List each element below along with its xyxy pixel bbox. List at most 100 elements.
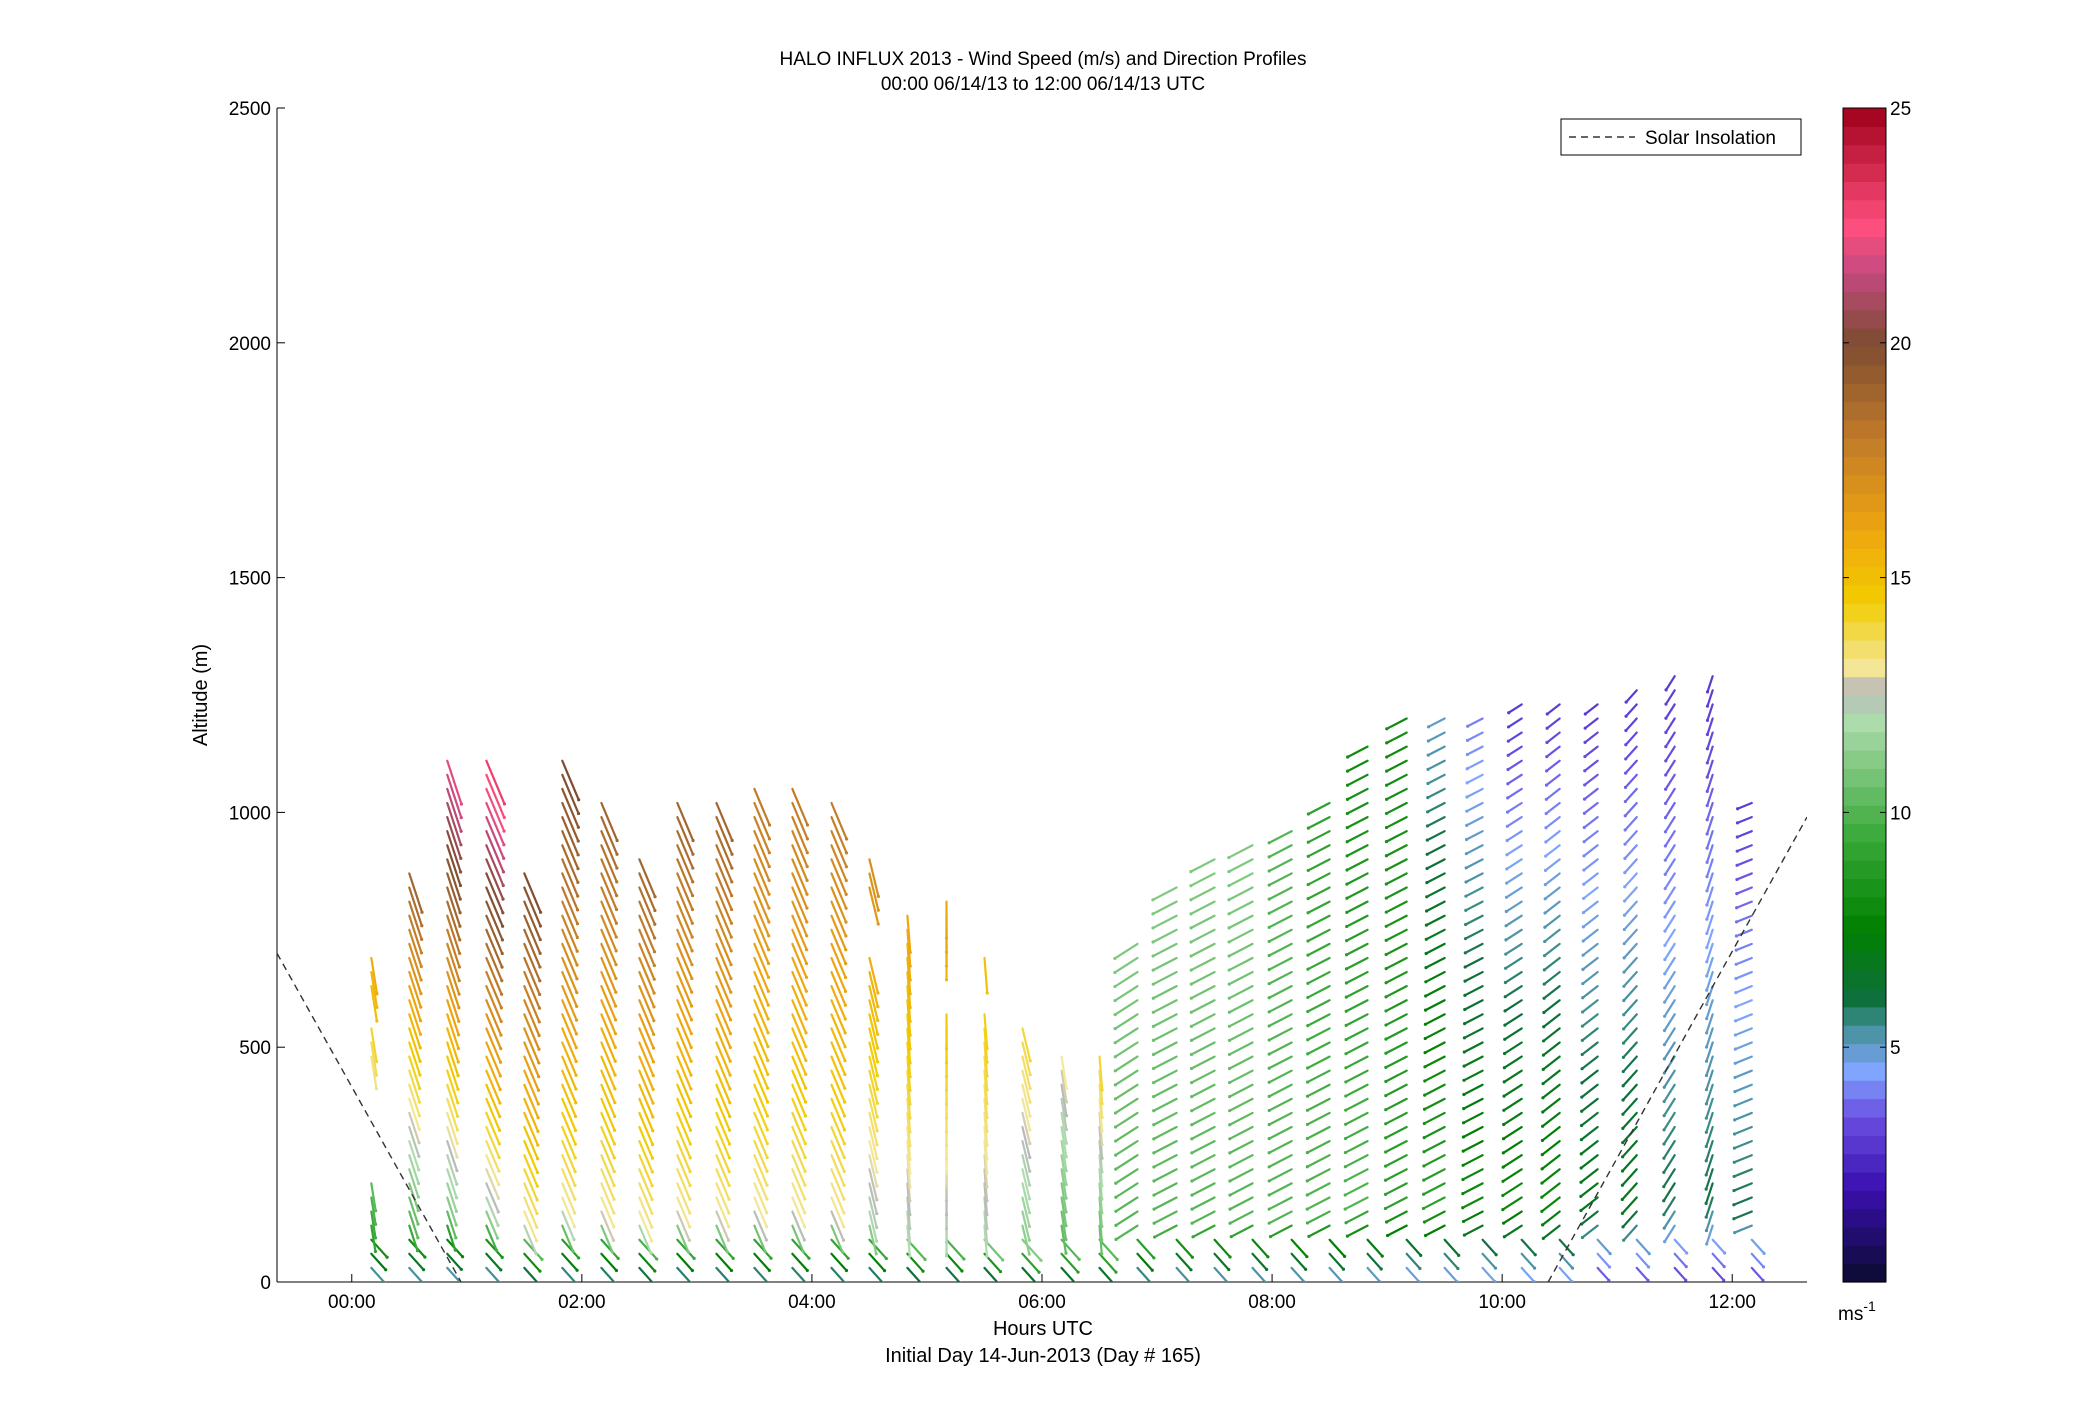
wind-arrow [1733,1069,1753,1079]
wind-arrow [1344,1182,1369,1197]
wind-arrow-head [612,1225,616,1229]
wind-arrow [1581,999,1599,1014]
wind-arrow-head [653,922,657,926]
wind-arrow [676,1266,692,1282]
wind-arrow-head [1152,1123,1156,1127]
wind-arrow [1463,985,1484,997]
wind-arrow [1507,745,1523,757]
wind-arrow-head [1064,1100,1069,1104]
wind-arrow-head [766,975,771,979]
wind-arrow-head [843,975,848,980]
wind-arrow [1114,1210,1139,1227]
wind-arrow-head [373,1222,378,1226]
wind-arrow [1268,1111,1293,1126]
colorbar-cell [1843,181,1886,201]
wind-arrow-head [417,1114,422,1118]
wind-arrow-head [454,1209,459,1214]
wind-arrow [1664,717,1676,734]
wind-arrow [753,1055,769,1090]
wind-arrow-head [908,964,912,968]
wind-arrow-head [1190,1193,1194,1197]
wind-arrow-head [1345,868,1349,872]
wind-arrow [676,1111,692,1146]
wind-arrow [868,1224,878,1255]
wind-arrow-head [1343,1165,1347,1169]
wind-arrow-head [498,1060,503,1064]
wind-arrow [1501,1182,1523,1197]
wind-arrow [446,900,461,941]
wind-arrow [1579,1168,1599,1184]
wind-arrow [408,956,423,995]
wind-arrow-head [1306,854,1310,858]
wind-arrow-head [1621,1112,1625,1116]
wind-arrow-head [537,1006,542,1010]
wind-arrow [1384,1083,1408,1097]
wind-arrow-head [650,1156,655,1160]
wind-arrow [830,1055,846,1090]
wind-arrow-head [1267,939,1271,944]
wind-arrow [1227,914,1254,929]
colorbar-cell [1843,1061,1886,1081]
wind-arrow-head [454,1236,458,1240]
wind-arrow-head [1505,810,1510,814]
wind-arrow [830,1210,845,1242]
wind-arrow-head [1704,1159,1708,1163]
wind-arrow-head [1663,858,1667,862]
wind-arrow-head [1462,1233,1467,1237]
wind-arrow [830,1013,847,1048]
wind-arrow-head [1384,882,1388,886]
wind-arrow-head [1624,714,1628,718]
wind-arrow-head [765,1128,769,1132]
wind-arrow-head [944,1226,949,1231]
wind-arrow [561,872,579,912]
wind-arrow [1345,970,1369,985]
wind-arrow-head [1542,1025,1546,1029]
wind-arrow [830,830,848,868]
wind-arrow-head [1662,1114,1666,1118]
wind-arrow-head [1384,1051,1388,1055]
wind-arrow [1190,1069,1216,1084]
wind-arrow-head [1663,1000,1667,1004]
wind-arrow [1705,844,1714,864]
wind-arrow-head [417,1141,421,1145]
wind-arrow [1228,1140,1254,1154]
wind-arrow-head [1267,1221,1271,1225]
wind-arrow-head [1113,1097,1118,1101]
wind-arrow-head [691,880,695,884]
wind-arrow [446,801,463,846]
wind-arrow-head [690,976,694,981]
wind-arrow [1306,1083,1331,1098]
wind-arrow-head [576,880,580,884]
wind-arrow [370,956,379,995]
wind-arrow-head [1581,953,1585,957]
wind-arrow [791,1182,806,1215]
wind-arrow [1541,1097,1561,1114]
wind-arrow [485,985,503,1023]
wind-arrow-head [1228,1193,1232,1197]
wind-arrow-head [842,1211,846,1215]
wind-arrow-head [1188,1280,1192,1282]
wind-arrow-head [458,897,462,901]
wind-arrow [1344,1041,1369,1055]
wind-arrow [1228,970,1254,986]
wind-arrow-head [766,1017,770,1021]
wind-arrow-head [1227,954,1231,958]
wind-arrow [791,1041,807,1076]
wind-arrow-head [1622,1013,1626,1017]
wind-arrow-head [1306,967,1310,971]
wind-arrow-head [1306,1038,1310,1042]
wind-arrow [1114,1013,1139,1030]
colorbar-cell [1843,750,1886,769]
wind-arrow [1735,858,1753,867]
wind-arrow-head [501,911,505,915]
wind-arrow [1136,1252,1154,1272]
wind-arrow-head [1705,946,1709,950]
wind-arrow-head [1305,1080,1310,1084]
wind-arrow [1227,886,1254,901]
wind-arrow-head [1378,1280,1382,1282]
wind-arrow-head [1506,753,1510,757]
wind-arrow-head [1266,1255,1270,1259]
wind-arrow-head [614,963,618,967]
wind-arrow [408,1224,419,1252]
wind-arrow [1582,942,1599,957]
